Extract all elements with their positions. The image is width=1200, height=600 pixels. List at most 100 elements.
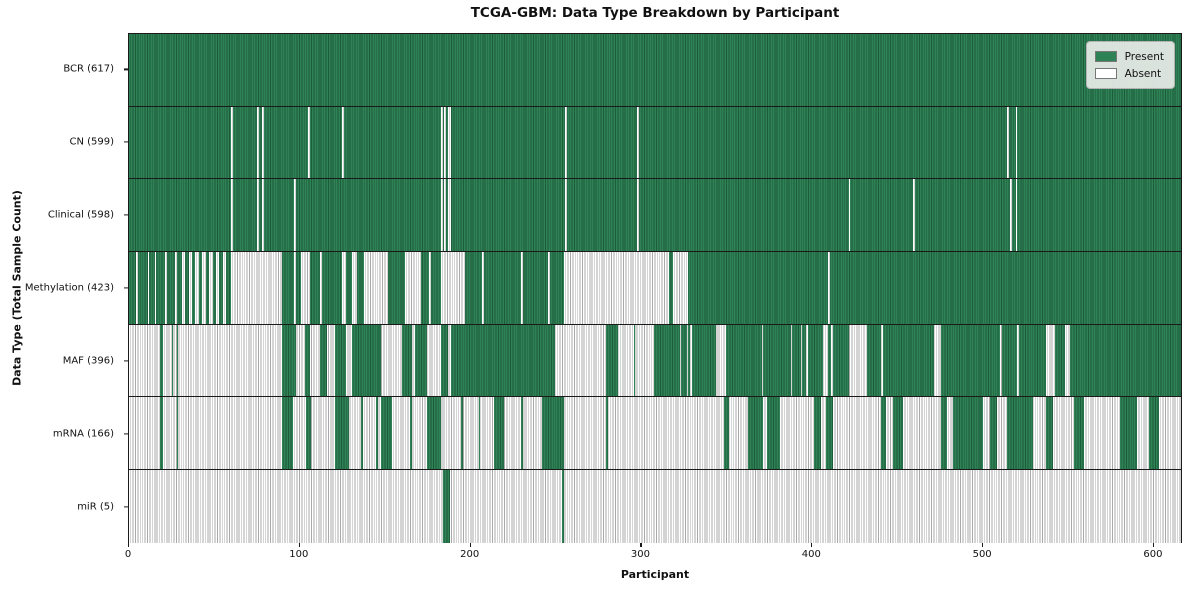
present-segment (478, 397, 481, 469)
x-tick-label-500: 500 (972, 549, 992, 560)
chart-title: TCGA-GBM: Data Type Breakdown by Partici… (470, 5, 840, 21)
present-segment (282, 397, 293, 469)
present-segment (940, 324, 1001, 397)
present-segment (461, 397, 464, 469)
x-tick-mark (982, 543, 984, 547)
present-segment (1007, 397, 1033, 469)
absent-segment (319, 251, 322, 324)
present-segment (415, 324, 428, 397)
absent-segment (261, 179, 264, 251)
absent-segment (181, 251, 186, 324)
y-tick-mark (124, 68, 128, 71)
absent-segment (342, 251, 346, 324)
x-tick-mark (640, 543, 642, 547)
legend-item-absent: Absent (1094, 65, 1164, 82)
present-segment (654, 324, 680, 397)
present-segment (807, 324, 823, 397)
plot-area: Present Absent (128, 33, 1182, 543)
heatmap-row-MAF (129, 324, 1181, 398)
present-segment (828, 324, 832, 397)
absent-segment (637, 179, 639, 251)
heatmap-row-Methylation (129, 251, 1181, 325)
absent-segment (364, 251, 389, 324)
absent-segment (441, 106, 443, 179)
absent-segment (444, 179, 447, 251)
present-segment (381, 397, 392, 469)
present-segment (867, 324, 881, 397)
y-tick-mark (124, 287, 128, 289)
absent-segment (294, 251, 297, 324)
absent-segment (342, 106, 344, 179)
x-tick-mark (1152, 543, 1155, 547)
present-segment (724, 397, 730, 469)
present-segment (633, 324, 636, 397)
y-tick-label-MAF: MAF (396) (62, 355, 114, 367)
absent-segment (256, 106, 259, 179)
y-axis-tick-labels: BCR (617) CN (599) Clinical (598) Methylati… (0, 33, 122, 543)
absent-segment (231, 106, 233, 179)
present-segment (1073, 397, 1084, 469)
absent-segment (202, 251, 206, 324)
present-segment (493, 397, 505, 469)
absent-segment (828, 251, 830, 324)
absent-segment (135, 251, 138, 324)
absent-segment (195, 251, 199, 324)
y-tick-label-mRNA: mRNA (166) (52, 428, 114, 440)
absent-segment (441, 179, 443, 251)
legend-item-present: Present (1094, 48, 1164, 65)
absent-segment (256, 179, 259, 251)
absent-segment (405, 251, 421, 324)
present-segment (304, 324, 310, 397)
present-segment (410, 397, 413, 469)
present-segment (1054, 324, 1066, 397)
present-segment (681, 324, 687, 397)
legend-label-absent: Absent (1124, 67, 1162, 80)
y-tick-mark (124, 214, 128, 216)
absent-segment (1015, 106, 1018, 179)
y-tick-label-CN: CN (599) (69, 136, 114, 148)
y-tick-label-miR: miR (5) (77, 501, 114, 513)
x-tick-mark (128, 543, 130, 547)
present-segment (725, 324, 762, 397)
present-segment (892, 397, 904, 469)
y-tick-mark (124, 433, 128, 435)
present-swatch-icon (1094, 51, 1117, 62)
absent-segment (429, 251, 431, 324)
absent-segment (565, 106, 568, 179)
present-segment (826, 397, 834, 469)
present-segment (176, 397, 179, 469)
present-segment (1019, 324, 1047, 397)
heatmap-row-BCR (129, 34, 1181, 107)
present-segment (802, 324, 806, 397)
heatmap-row-CN (129, 106, 1181, 180)
absent-segment (209, 251, 213, 324)
present-segment (521, 397, 523, 469)
present-segment (1148, 397, 1159, 469)
absent-segment (188, 251, 193, 324)
present-segment (376, 397, 378, 469)
present-segment (451, 324, 556, 397)
present-segment (747, 397, 764, 469)
absent-segment (563, 251, 670, 324)
absent-segment (1007, 106, 1009, 179)
present-segment (159, 324, 164, 397)
absent-segment (352, 251, 358, 324)
absent-segment (672, 251, 689, 324)
heatmap-row-miR (129, 469, 1181, 543)
x-tick-mark (811, 543, 813, 547)
present-segment (335, 397, 349, 469)
present-segment (401, 324, 413, 397)
absent-segment (548, 251, 551, 324)
present-segment (880, 397, 887, 469)
present-segment (282, 324, 297, 397)
absent-segment (441, 251, 465, 324)
absent-swatch-icon (1094, 68, 1117, 79)
absent-segment (1010, 179, 1013, 251)
present-segment (352, 324, 382, 397)
present-segment (1070, 324, 1181, 397)
absent-segment (231, 179, 233, 251)
absent-segment (215, 251, 220, 324)
present-segment (606, 324, 619, 397)
absent-segment (294, 179, 297, 251)
